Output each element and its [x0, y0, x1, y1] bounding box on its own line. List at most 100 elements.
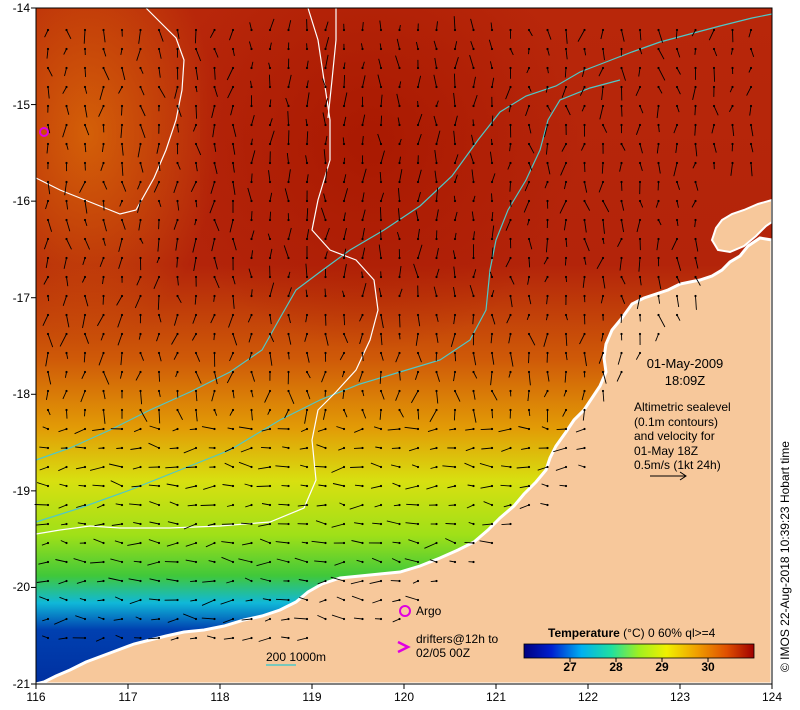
velocity-arrow: [510, 295, 513, 308]
velocity-arrow: [284, 188, 289, 202]
velocity-arrow-tail: [342, 579, 346, 583]
velocity-arrow: [639, 29, 642, 41]
velocity-arrow-tail: [509, 522, 512, 526]
velocity-arrow-tail: [213, 237, 216, 241]
velocity-arrow-tail: [361, 161, 364, 165]
velocity-arrow-tail: [139, 598, 142, 602]
velocity-arrow-tail: [176, 66, 179, 70]
velocity-arrow: [244, 483, 252, 487]
velocity-arrow: [354, 484, 363, 487]
velocity-arrow: [190, 181, 197, 192]
velocity-arrow-tail: [139, 389, 142, 393]
velocity-arrow-tail: [120, 180, 124, 184]
drifters-line-2: 02/05 00Z: [416, 646, 471, 660]
velocity-arrow: [732, 124, 735, 137]
velocity-arrow: [528, 238, 533, 250]
velocity-arrow-tail: [194, 180, 198, 184]
velocity-arrow-tail: [231, 180, 235, 184]
velocity-arrow-tail: [342, 123, 346, 127]
drifters-line-1: drifters@12h to: [416, 632, 499, 646]
velocity-arrow-tail: [564, 28, 568, 32]
velocity-arrow-tail: [546, 370, 549, 374]
velocity-arrow: [137, 200, 141, 213]
velocity-arrow: [322, 409, 326, 420]
velocity-arrow: [748, 29, 752, 38]
velocity-arrow-tail: [250, 484, 253, 488]
velocity-arrow-tail: [194, 560, 198, 564]
velocity-arrow-tail: [694, 104, 697, 108]
velocity-arrow-tail: [287, 237, 290, 241]
velocity-arrow-tail: [213, 47, 216, 51]
velocity-arrow-tail: [250, 28, 253, 32]
velocity-arrow-tail: [157, 579, 161, 583]
velocity-arrow-tail: [435, 199, 438, 203]
velocity-arrow-tail: [139, 408, 142, 412]
velocity-arrow-tail: [379, 408, 383, 412]
velocity-arrow: [222, 484, 234, 487]
velocity-arrow-tail: [342, 541, 346, 545]
velocity-arrow: [140, 162, 144, 173]
velocity-arrow-tail: [120, 104, 124, 108]
velocity-arrow-tail: [83, 446, 87, 450]
velocity-arrow: [543, 333, 548, 347]
velocity-arrow-tail: [546, 313, 549, 317]
velocity-arrow-tail: [583, 161, 586, 165]
velocity-arrow: [84, 295, 89, 307]
velocity-arrow-tail: [379, 142, 383, 146]
velocity-arrow-tail: [416, 370, 420, 374]
land-mass: [35, 236, 774, 686]
velocity-arrow-tail: [83, 332, 87, 336]
velocity-arrow: [156, 333, 160, 342]
velocity-arrow-tail: [83, 256, 87, 260]
velocity-arrow: [177, 409, 183, 421]
velocity-arrow: [45, 200, 49, 210]
velocity-arrow-tail: [102, 465, 105, 469]
velocity-arrow: [505, 257, 511, 268]
velocity-arrow: [93, 538, 104, 544]
velocity-arrow: [294, 617, 308, 620]
velocity-arrow: [392, 482, 400, 487]
velocity-arrow: [244, 577, 252, 582]
velocity-arrow-tail: [324, 275, 327, 279]
velocity-arrow: [288, 74, 292, 88]
velocity-arrow-tail: [435, 389, 438, 393]
colorbar: [523, 643, 755, 659]
velocity-arrow-tail: [268, 180, 272, 184]
velocity-arrow-tail: [490, 427, 494, 431]
velocity-arrow-tail: [620, 351, 623, 355]
velocity-arrow: [195, 409, 198, 422]
velocity-arrow: [209, 29, 215, 39]
velocity-arrow: [262, 598, 271, 601]
velocity-arrow-tail: [379, 104, 383, 108]
velocity-arrow-tail: [120, 142, 124, 146]
velocity-arrow-tail: [324, 313, 327, 317]
velocity-arrow: [362, 352, 364, 362]
velocity-arrow: [79, 181, 86, 193]
y-tick-label: -15: [12, 97, 30, 112]
velocity-arrow-tail: [324, 560, 327, 564]
velocity-arrow: [157, 295, 160, 310]
velocity-arrow-tail: [65, 161, 68, 165]
velocity-arrow-tail: [176, 560, 179, 564]
velocity-arrow: [619, 162, 622, 172]
velocity-arrow: [183, 447, 197, 454]
velocity-arrow-tail: [176, 256, 179, 260]
velocity-arrow-tail: [102, 47, 105, 51]
velocity-arrow: [192, 314, 197, 324]
velocity-arrow-tail: [120, 446, 124, 450]
velocity-arrow-tail: [157, 313, 161, 317]
velocity-arrow: [36, 482, 49, 487]
velocity-arrow: [564, 371, 567, 383]
velocity-arrow-tail: [342, 332, 346, 336]
velocity-arrow-tail: [546, 256, 549, 260]
velocity-arrow-tail: [176, 617, 179, 621]
velocity-arrow-tail: [435, 313, 438, 317]
velocity-arrow: [44, 29, 49, 38]
velocity-arrow-tail: [509, 66, 512, 70]
velocity-arrow-tail: [305, 598, 309, 602]
velocity-arrow: [103, 200, 105, 211]
velocity-arrow-tail: [287, 598, 290, 602]
velocity-arrow-tail: [250, 275, 253, 279]
velocity-arrow-tail: [120, 389, 124, 393]
velocity-arrow-tail: [231, 541, 235, 545]
